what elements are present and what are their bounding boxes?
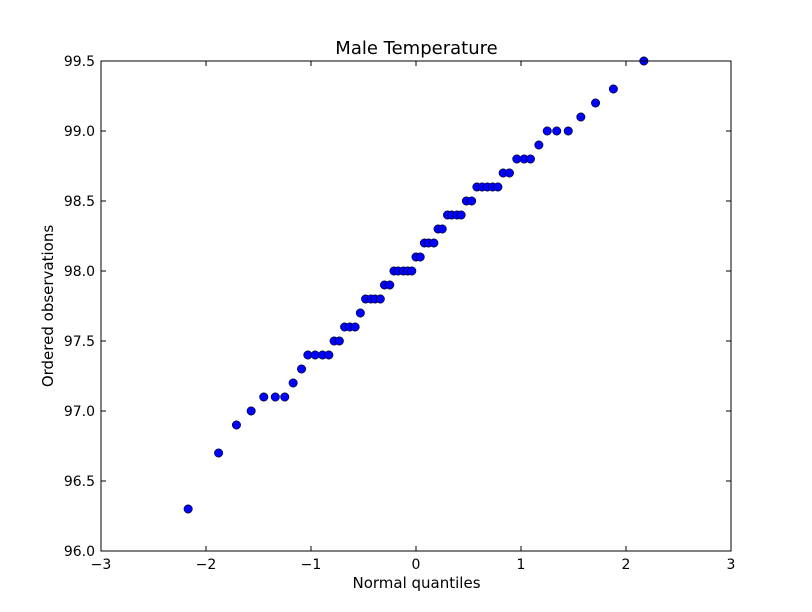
data-point — [270, 392, 280, 402]
x-tick-label: 3 — [727, 557, 736, 573]
data-points — [183, 56, 649, 514]
x-axis-label: Normal quantiles — [352, 574, 480, 592]
x-tick-label: −3 — [91, 557, 112, 573]
data-point — [297, 364, 307, 374]
x-tick-label: −1 — [301, 557, 322, 573]
data-point — [608, 84, 618, 94]
data-point — [534, 140, 544, 150]
data-point — [493, 182, 503, 192]
y-axis-label: Ordered observations — [39, 225, 57, 388]
plot-frame — [100, 60, 732, 552]
data-point — [407, 266, 417, 276]
y-tick-label: 97.5 — [64, 334, 95, 350]
data-point — [437, 224, 447, 234]
data-point — [259, 392, 269, 402]
y-tick-label: 96.0 — [64, 544, 95, 560]
data-point — [355, 308, 365, 318]
data-point — [576, 112, 586, 122]
data-point — [385, 280, 395, 290]
data-point — [504, 168, 514, 178]
y-tick-label: 99.0 — [64, 124, 95, 140]
y-tick-labels: 96.0 96.5 97.0 97.5 98.0 98.5 99.0 99.5 — [64, 54, 95, 560]
y-tick-label: 98.0 — [64, 264, 95, 280]
data-point — [415, 252, 425, 262]
data-point — [288, 378, 298, 388]
data-point — [552, 126, 562, 136]
data-point — [334, 336, 344, 346]
y-tick-label: 97.0 — [64, 404, 95, 420]
data-point — [214, 448, 224, 458]
data-point — [183, 504, 193, 514]
y-tick-label: 96.5 — [64, 474, 95, 490]
data-point — [456, 210, 466, 220]
chart-title: Male Temperature — [335, 38, 497, 59]
x-tick-label: −2 — [196, 557, 217, 573]
x-tick-label: 1 — [517, 557, 526, 573]
y-tick-label: 98.5 — [64, 194, 95, 210]
x-tick-labels: −3 −2 −1 0 1 2 3 — [91, 557, 736, 573]
data-point — [563, 126, 573, 136]
data-point — [591, 98, 601, 108]
data-point — [375, 294, 385, 304]
data-point — [231, 420, 241, 430]
y-tick-label: 99.5 — [64, 54, 95, 70]
data-point — [324, 350, 334, 360]
x-tick-label: 0 — [412, 557, 421, 573]
data-point — [542, 126, 552, 136]
data-point — [525, 154, 535, 164]
data-point — [429, 238, 439, 248]
data-point — [467, 196, 477, 206]
data-point — [350, 322, 360, 332]
data-point — [280, 392, 290, 402]
data-point — [246, 406, 256, 416]
x-tick-label: 2 — [622, 557, 631, 573]
axis-ticks — [100, 60, 732, 552]
